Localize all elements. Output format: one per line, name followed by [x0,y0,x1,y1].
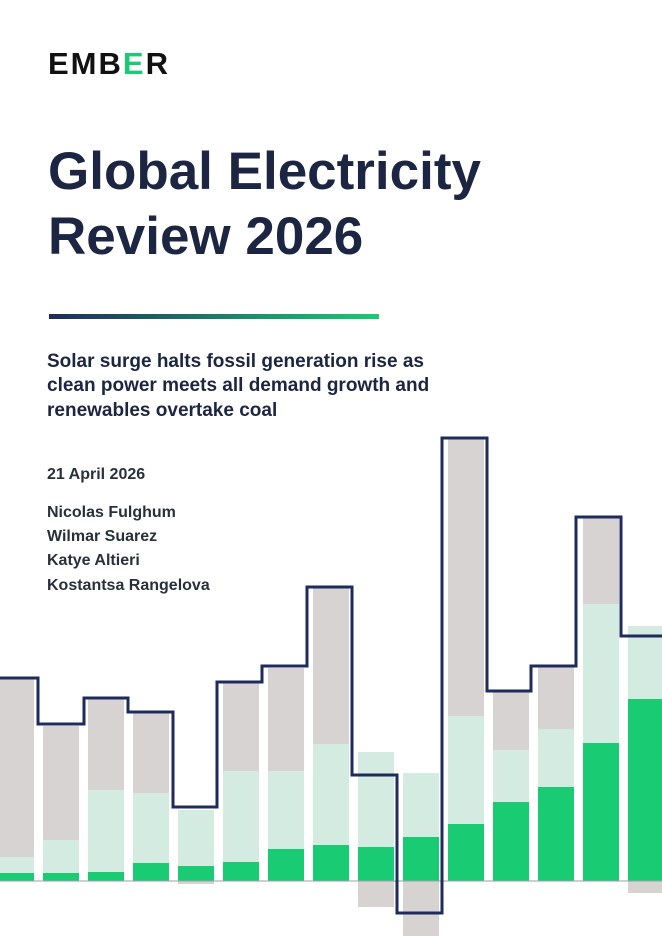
logo: EMBER [48,46,170,82]
divider [49,314,379,319]
author: Nicolas Fulghum [47,504,176,521]
author: Kostantsa Rangelova [47,577,210,594]
logo-text: EMB [48,46,123,81]
title: Review 2026 [48,207,364,266]
logo-text: E [122,46,146,81]
net-outline [0,436,662,915]
title: Global Electricity [48,142,481,201]
author: Katye Altieri [47,552,140,569]
subtitle: renewables overtake coal [47,400,278,421]
logo-text: R [145,46,170,81]
author: Wilmar Suarez [47,528,158,545]
bar-group [0,439,662,936]
subtitle: Solar surge halts fossil generation rise… [47,351,424,372]
subtitle: clean power meets all demand growth and [47,375,430,396]
date: 21 April 2026 [47,466,146,483]
